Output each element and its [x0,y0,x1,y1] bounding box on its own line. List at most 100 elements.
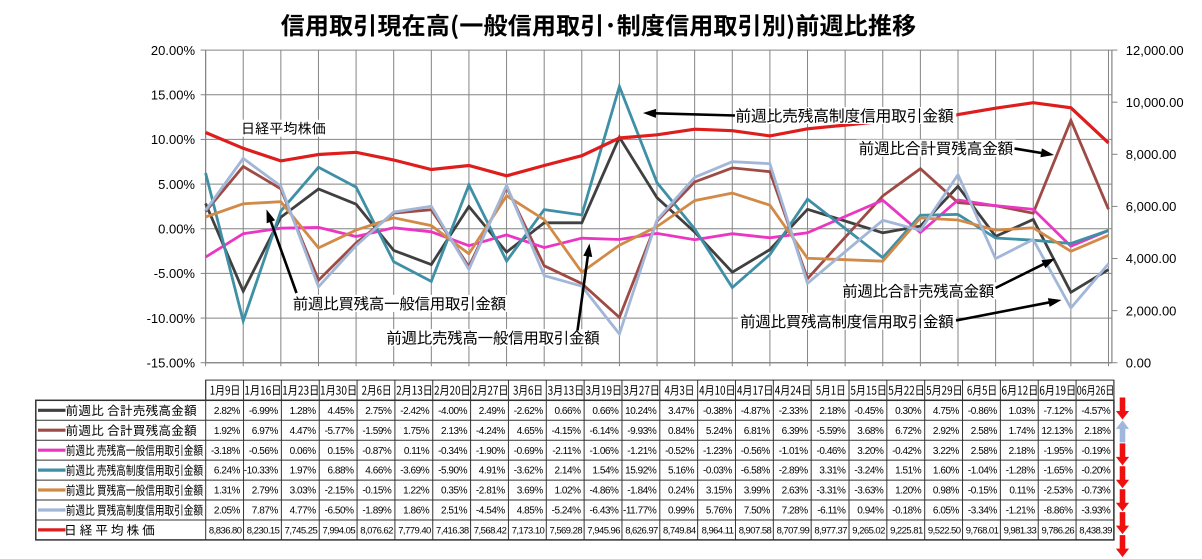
svg-text:7,945.96: 7,945.96 [587,526,620,537]
svg-text:-3.31%: -3.31% [817,486,847,497]
svg-text:0.11%: 0.11% [1009,486,1035,497]
svg-text:2.58%: 2.58% [971,426,998,437]
svg-text:-0.03%: -0.03% [703,466,733,477]
svg-text:3.03%: 3.03% [290,486,317,497]
svg-text:1.31%: 1.31% [214,486,241,497]
svg-text:0.00%: 0.00% [158,221,195,236]
svg-text:-1.95%: -1.95% [1044,446,1074,457]
svg-text:-0.56%: -0.56% [741,446,771,457]
svg-text:1.03%: 1.03% [1009,406,1036,417]
svg-text:-9.93%: -9.93% [627,426,657,437]
svg-text:-0.15%: -0.15% [968,486,998,497]
svg-text:4.47%: 4.47% [290,426,317,437]
svg-text:4,000.00: 4,000.00 [1126,251,1177,266]
svg-text:6,000.00: 6,000.00 [1126,199,1177,214]
svg-text:4.85%: 4.85% [517,506,544,517]
svg-text:-3.18%: -3.18% [211,446,241,457]
svg-text:8,626.97: 8,626.97 [625,526,658,537]
svg-text:-7.12%: -7.12% [1044,406,1074,417]
svg-text:2.14%: 2.14% [554,466,581,477]
svg-text:-2.15%: -2.15% [325,486,355,497]
svg-text:5.76%: 5.76% [706,506,733,517]
svg-text:2.63%: 2.63% [782,486,809,497]
svg-text:-1.65%: -1.65% [1044,466,1074,477]
svg-text:7,569.28: 7,569.28 [550,526,583,537]
svg-text:7.87%: 7.87% [252,506,279,517]
svg-text:9,225.81: 9,225.81 [890,526,923,537]
svg-text:-0.56%: -0.56% [249,446,279,457]
svg-text:-0.45%: -0.45% [854,406,884,417]
svg-text:-6.11%: -6.11% [817,506,846,517]
svg-text:0.30%: 0.30% [895,406,922,417]
svg-text:1.75%: 1.75% [403,426,430,437]
svg-text:7.50%: 7.50% [744,506,771,517]
svg-text:9,786.26: 9,786.26 [1042,526,1075,537]
svg-text:1.60%: 1.60% [933,466,960,477]
svg-text:2.75%: 2.75% [365,406,392,417]
svg-text:7,568.42: 7,568.42 [474,526,507,537]
svg-text:6.88%: 6.88% [327,466,354,477]
svg-text:-0.87%: -0.87% [362,446,392,457]
svg-text:-1.04%: -1.04% [968,466,998,477]
svg-text:-6.58%: -6.58% [741,466,771,477]
svg-text:-1.59%: -1.59% [362,426,392,437]
svg-text:-4.24%: -4.24% [476,426,506,437]
svg-text:0.35%: 0.35% [441,486,468,497]
svg-text:6.97%: 6.97% [252,426,279,437]
svg-text:3.47%: 3.47% [668,406,695,417]
svg-text:7,416.38: 7,416.38 [436,526,469,537]
svg-text:-5.24%: -5.24% [552,506,582,517]
svg-text:-10.00%: -10.00% [147,311,196,326]
svg-text:2.58%: 2.58% [971,446,998,457]
svg-text:-4.87%: -4.87% [741,406,771,417]
svg-text:2.49%: 2.49% [479,406,506,417]
svg-text:-6.43%: -6.43% [590,506,620,517]
svg-text:15.00%: 15.00% [151,87,196,102]
svg-text:-5.00%: -5.00% [154,266,196,281]
svg-text:4.45%: 4.45% [327,406,354,417]
svg-text:-3.93%: -3.93% [1081,506,1111,517]
svg-text:0.66%: 0.66% [554,406,581,417]
svg-text:5.16%: 5.16% [668,466,695,477]
svg-text:2,000.00: 2,000.00 [1126,303,1177,318]
svg-text:6.72%: 6.72% [895,426,922,437]
svg-text:0.24%: 0.24% [668,486,695,497]
svg-text:-4.54%: -4.54% [476,506,506,517]
svg-text:2.05%: 2.05% [214,506,241,517]
svg-text:-5.90%: -5.90% [438,466,468,477]
svg-text:-0.20%: -0.20% [1081,466,1111,477]
svg-text:0.15%: 0.15% [327,446,354,457]
svg-text:-1.89%: -1.89% [362,506,392,517]
svg-text:-1.21%: -1.21% [1006,506,1036,517]
svg-text:-0.15%: -0.15% [362,486,392,497]
svg-text:1.22%: 1.22% [403,486,430,497]
svg-text:-1.90%: -1.90% [476,446,506,457]
svg-text:8,964.11: 8,964.11 [702,526,734,537]
svg-text:-10.33%: -10.33% [244,466,279,477]
svg-text:-0.52%: -0.52% [665,446,695,457]
svg-text:5.24%: 5.24% [706,426,733,437]
svg-text:-1.23%: -1.23% [703,446,733,457]
svg-text:-2.81%: -2.81% [476,486,506,497]
svg-text:2.18%: 2.18% [819,406,846,417]
svg-text:0.98%: 0.98% [933,486,960,497]
svg-text:-15.00%: -15.00% [147,355,196,370]
svg-text:-5.77%: -5.77% [325,426,355,437]
svg-text:-2.33%: -2.33% [779,406,809,417]
svg-text:-6.99%: -6.99% [249,406,279,417]
svg-text:8,836.80: 8,836.80 [209,526,242,537]
svg-text:-3.34%: -3.34% [968,506,998,517]
svg-text:0.99%: 0.99% [668,506,695,517]
svg-text:5.00%: 5.00% [158,177,195,192]
svg-text:6.81%: 6.81% [744,426,771,437]
svg-text:-0.86%: -0.86% [968,406,998,417]
svg-text:6.24%: 6.24% [214,466,241,477]
svg-text:4.66%: 4.66% [365,466,392,477]
svg-text:-3.69%: -3.69% [400,466,430,477]
svg-text:0.94%: 0.94% [857,506,884,517]
svg-text:-3.62%: -3.62% [514,466,544,477]
svg-text:9,522.50: 9,522.50 [928,526,961,537]
svg-text:8,907.58: 8,907.58 [739,526,772,537]
svg-text:8,707.99: 8,707.99 [777,526,810,537]
svg-text:8,000.00: 8,000.00 [1126,147,1177,162]
